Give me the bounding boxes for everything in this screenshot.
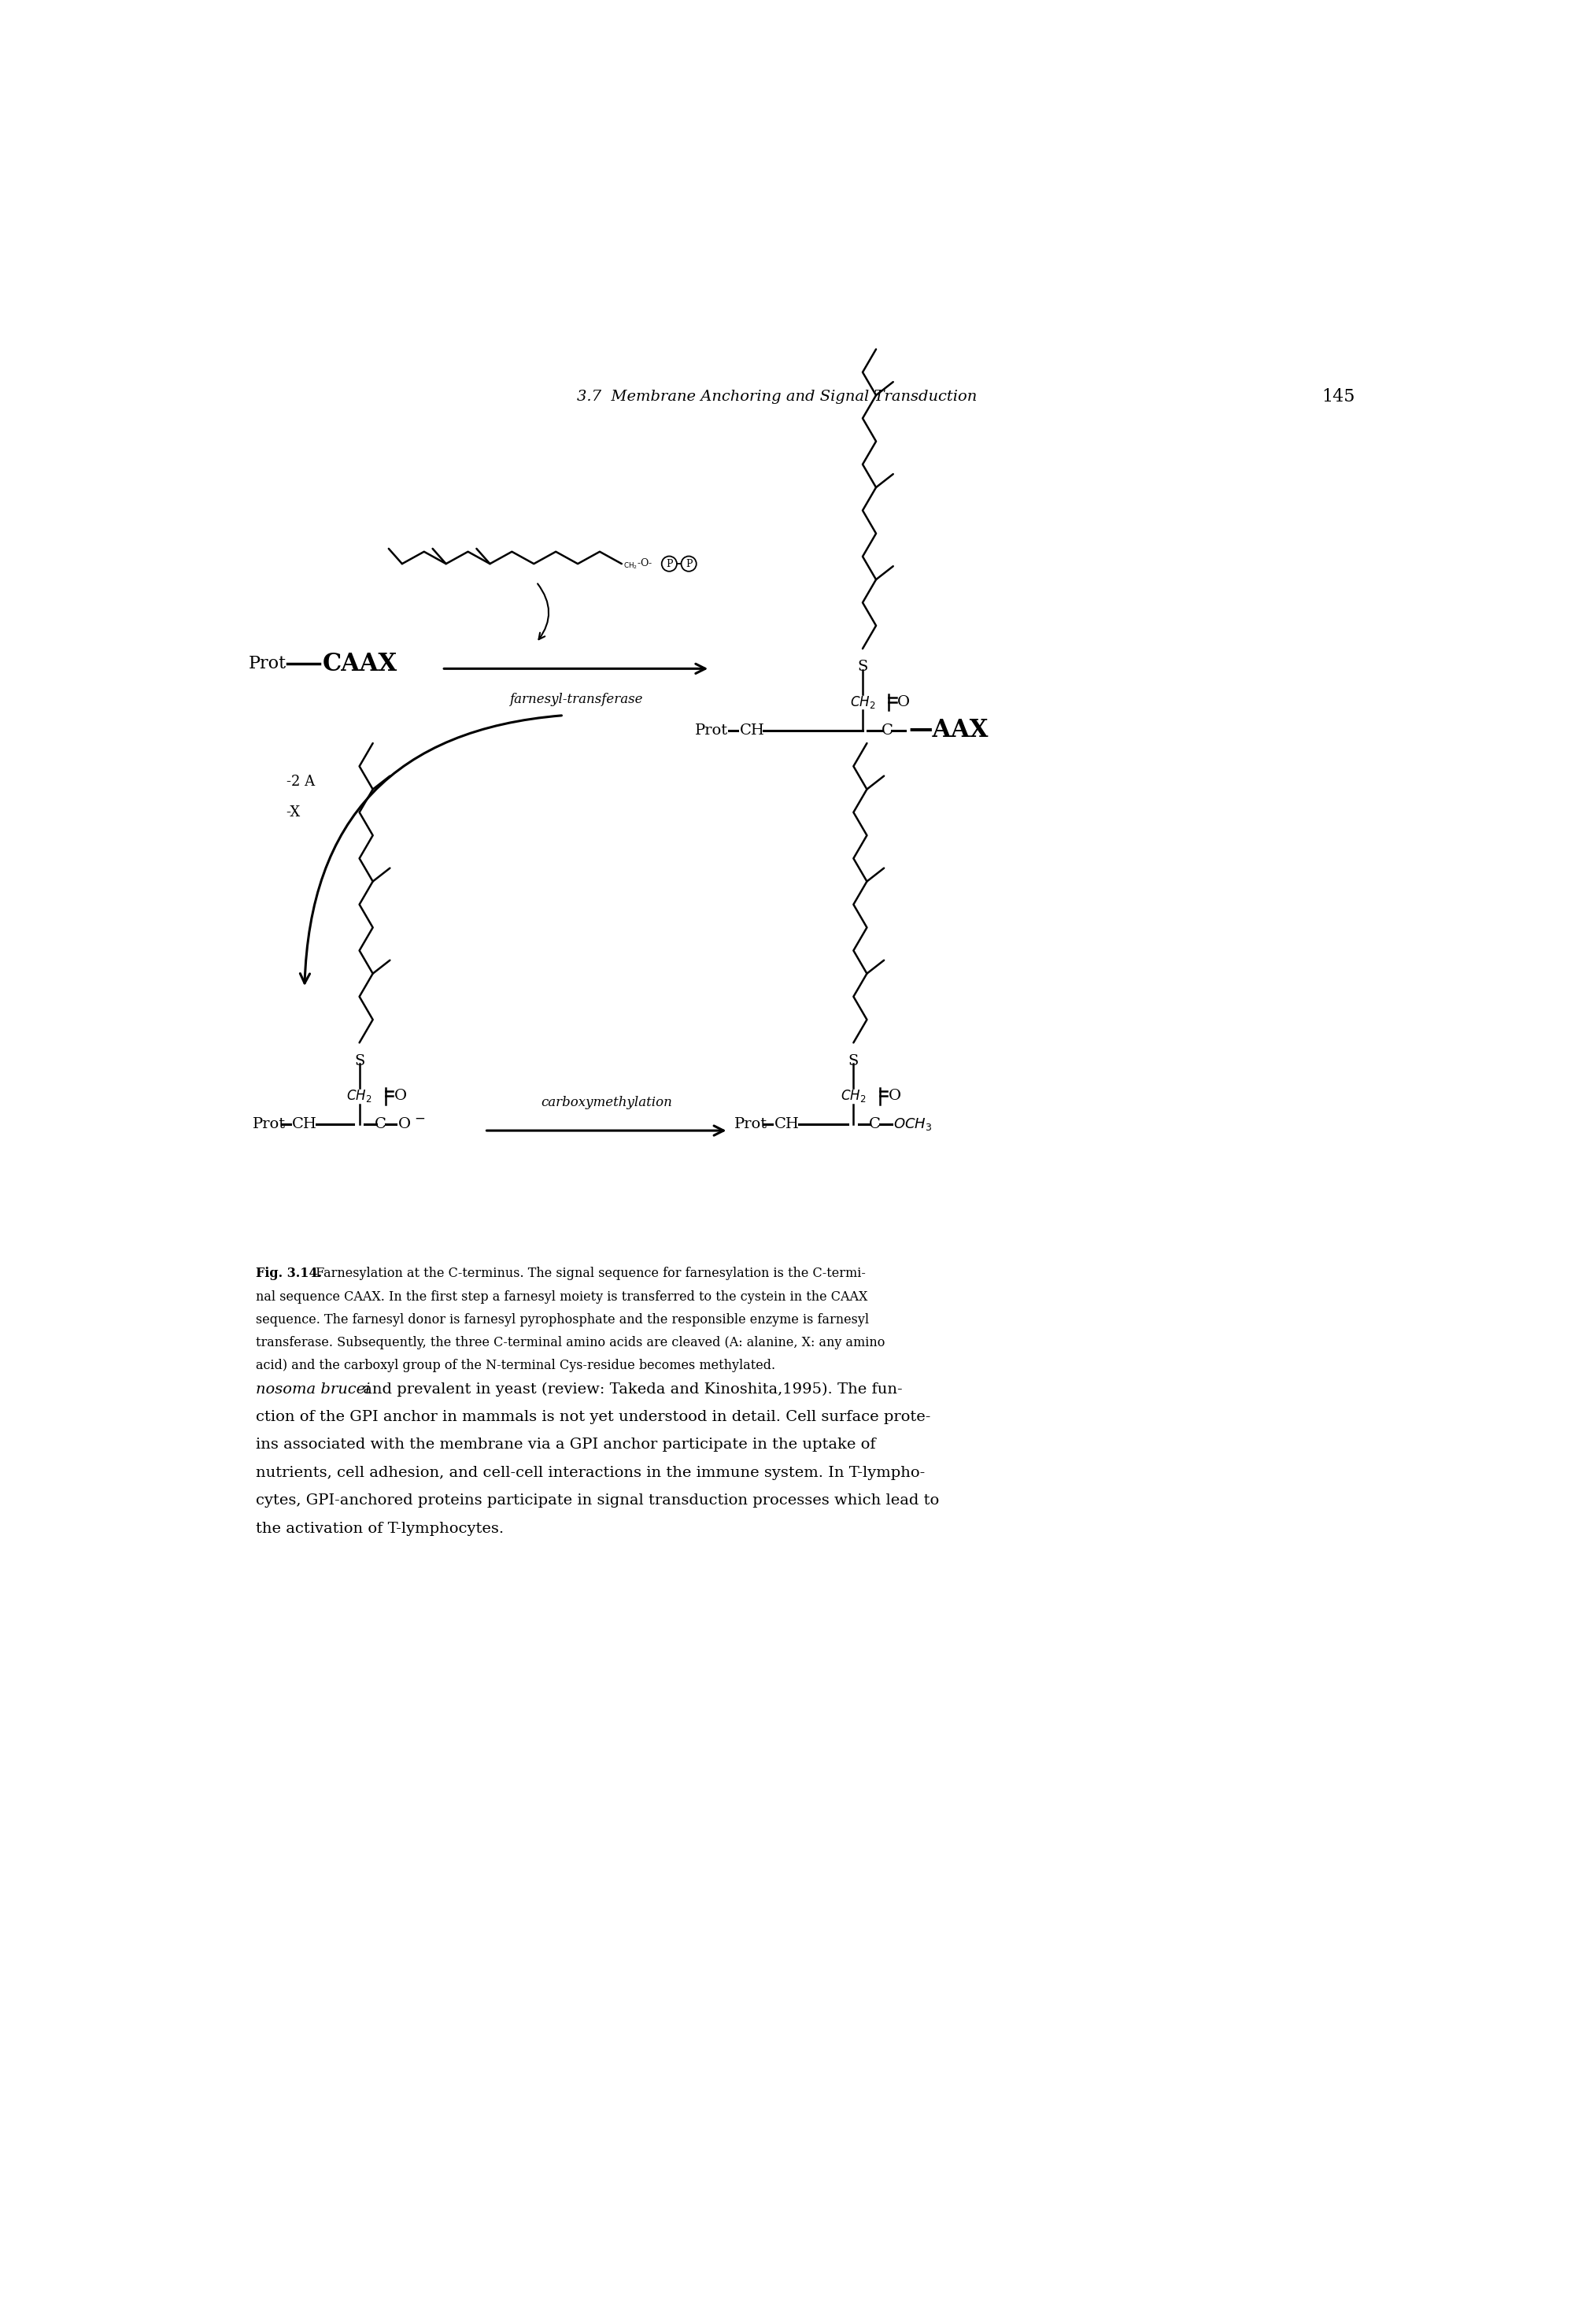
Text: Prot: Prot xyxy=(253,1118,286,1132)
Text: Farnesylation at the C-terminus. The signal sequence for farnesylation is the C-: Farnesylation at the C-terminus. The sig… xyxy=(312,1267,865,1281)
Text: $CH_2$: $CH_2$ xyxy=(850,695,875,709)
Text: S: S xyxy=(354,1053,364,1069)
Text: O: O xyxy=(888,1090,900,1104)
Text: ins associated with the membrane via a GPI anchor participate in the uptake of: ins associated with the membrane via a G… xyxy=(256,1439,875,1452)
Text: -2 A: -2 A xyxy=(286,774,315,790)
Text: sequence. The farnesyl donor is farnesyl pyrophosphate and the responsible enzym: sequence. The farnesyl donor is farnesyl… xyxy=(256,1313,869,1327)
Text: $\mathsf{_{CH_2}}$-O-: $\mathsf{_{CH_2}}$-O- xyxy=(623,558,653,572)
FancyArrowPatch shape xyxy=(538,583,549,639)
Text: 145: 145 xyxy=(1321,388,1356,407)
Text: CAAX: CAAX xyxy=(323,651,397,676)
Text: and prevalent in yeast (review: Takeda and Kinoshita,1995). The fun-: and prevalent in yeast (review: Takeda a… xyxy=(358,1383,902,1397)
Text: Prot: Prot xyxy=(734,1118,767,1132)
Text: O: O xyxy=(897,695,910,709)
Text: nal sequence CAAX. In the first step a farnesyl moiety is transferred to the cys: nal sequence CAAX. In the first step a f… xyxy=(256,1290,867,1304)
Text: S: S xyxy=(857,660,869,674)
Text: P: P xyxy=(666,558,672,569)
Text: transferase. Subsequently, the three C-terminal amino acids are cleaved (A: alan: transferase. Subsequently, the three C-t… xyxy=(256,1336,884,1350)
Text: the activation of T-lymphocytes.: the activation of T-lymphocytes. xyxy=(256,1522,503,1536)
Text: ction of the GPI anchor in mammals is not yet understood in detail. Cell surface: ction of the GPI anchor in mammals is no… xyxy=(256,1411,930,1425)
Text: CH: CH xyxy=(293,1118,318,1132)
Text: acid) and the carboxyl group of the N-terminal Cys-residue becomes methylated.: acid) and the carboxyl group of the N-te… xyxy=(256,1360,775,1373)
Text: O: O xyxy=(397,1118,410,1132)
Text: C: C xyxy=(375,1118,386,1132)
Text: farnesyl-transferase: farnesyl-transferase xyxy=(509,693,642,706)
Text: CH: CH xyxy=(739,723,764,737)
Text: carboxymethylation: carboxymethylation xyxy=(541,1097,672,1109)
Text: Prot: Prot xyxy=(694,723,728,737)
Text: $CH_2$: $CH_2$ xyxy=(346,1088,372,1104)
Text: C: C xyxy=(881,723,892,737)
Text: CH: CH xyxy=(774,1118,799,1132)
Text: Fig. 3.14.: Fig. 3.14. xyxy=(256,1267,321,1281)
Text: nosoma brucei: nosoma brucei xyxy=(256,1383,370,1397)
Text: -X: -X xyxy=(286,804,301,820)
FancyArrowPatch shape xyxy=(301,716,562,983)
Text: nutrients, cell adhesion, and cell-cell interactions in the immune system. In T-: nutrients, cell adhesion, and cell-cell … xyxy=(256,1466,925,1480)
Text: cytes, GPI-anchored proteins participate in signal transduction processes which : cytes, GPI-anchored proteins participate… xyxy=(256,1494,940,1508)
Text: −: − xyxy=(414,1111,426,1125)
Text: Prot: Prot xyxy=(248,655,286,672)
Text: C: C xyxy=(869,1118,881,1132)
Text: S: S xyxy=(848,1053,859,1069)
Text: P: P xyxy=(685,558,693,569)
Text: —AAX: —AAX xyxy=(908,718,989,744)
Text: $OCH_3$: $OCH_3$ xyxy=(894,1116,932,1132)
Text: 3.7  Membrane Anchoring and Signal Transduction: 3.7 Membrane Anchoring and Signal Transd… xyxy=(577,390,978,404)
Text: $CH_2$: $CH_2$ xyxy=(840,1088,867,1104)
Text: O: O xyxy=(394,1090,407,1104)
